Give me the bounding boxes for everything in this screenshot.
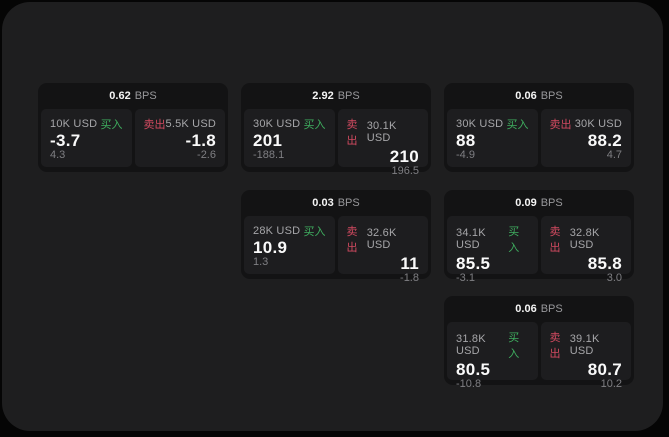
buy-tile[interactable]: 28K USD 买入 10.9 1.3 [244,216,335,274]
sell-delta: 10.2 [600,378,622,390]
buy-amount: 31.8K USD [456,333,486,357]
sell-price: -1.8 [185,131,216,150]
sell-price: 210 [389,147,419,166]
buy-price: 85.5 [456,254,491,273]
sell-label: 卖出 [346,119,358,147]
sell-amount: 32.8K USD [569,227,600,251]
buy-tile[interactable]: 10K USD 买入 -3.7 4.3 [41,109,132,167]
buy-label: 买入 [100,119,123,131]
sell-label: 卖出 [549,119,572,131]
sell-tile[interactable]: 卖出 32.6K USD 11 -1.8 [337,216,428,284]
quote-card: 0.06 BPS 30K USD 买入 88 -4.9 卖出 30K USD 8… [444,83,634,172]
bps-value: 0.62 [109,90,131,102]
bps-unit: BPS [337,90,360,102]
bps-unit: BPS [540,90,563,102]
buy-price: -3.7 [50,131,81,150]
sell-amount: 32.6K USD [366,227,397,251]
sell-price: 88.2 [587,131,622,150]
bps-value: 0.06 [515,90,537,102]
card-header: 2.92 BPS [244,83,428,109]
buy-amount: 10K USD [50,118,98,130]
sell-delta: 196.5 [391,165,419,177]
buy-tile[interactable]: 30K USD 买入 88 -4.9 [447,109,538,167]
sell-label: 卖出 [143,119,166,131]
sell-tile[interactable]: 卖出 39.1K USD 80.7 10.2 [540,322,631,390]
bps-value: 2.92 [312,90,334,102]
card-header: 0.06 BPS [447,296,631,322]
bps-value: 0.03 [312,197,334,209]
quote-card: 0.09 BPS 34.1K USD 买入 85.5 -3.1 卖出 32.8K… [444,190,634,284]
buy-delta: -188.1 [253,149,285,161]
sell-amount: 30K USD [574,118,622,130]
buy-price: 80.5 [456,360,491,379]
sell-price: 80.7 [587,360,622,379]
sell-label: 卖出 [549,226,561,254]
buy-label: 买入 [508,332,520,360]
buy-delta: 1.3 [253,256,269,268]
buy-tile[interactable]: 34.1K USD 买入 85.5 -3.1 [447,216,538,284]
buy-delta: 4.3 [50,149,66,161]
sell-tile[interactable]: 卖出 30.1K USD 210 196.5 [337,109,428,177]
quote-card: 0.62 BPS 10K USD 买入 -3.7 4.3 卖出 5.5K USD… [38,83,228,172]
buy-label: 买入 [303,226,326,238]
bps-unit: BPS [540,197,563,209]
sell-amount: 30.1K USD [366,120,397,144]
sell-price: 11 [400,254,419,273]
buy-amount: 30K USD [456,118,504,130]
sell-tile[interactable]: 卖出 30K USD 88.2 4.7 [540,109,631,167]
buy-label: 买入 [508,226,520,254]
sell-amount: 5.5K USD [165,118,217,130]
buy-amount: 30K USD [253,118,301,130]
card-header: 0.06 BPS [447,83,631,109]
buy-label: 买入 [506,119,529,131]
quote-card: 0.06 BPS 31.8K USD 买入 80.5 -10.8 卖出 39.1… [444,296,634,390]
buy-price: 88 [456,131,476,150]
bps-value: 0.06 [515,303,537,315]
buy-delta: -4.9 [456,149,475,161]
buy-amount: 28K USD [253,225,301,237]
sell-label: 卖出 [549,332,561,360]
sell-delta: 4.7 [606,149,622,161]
buy-tile[interactable]: 31.8K USD 买入 80.5 -10.8 [447,322,538,390]
sell-tile[interactable]: 卖出 5.5K USD -1.8 -2.6 [134,109,225,167]
bps-unit: BPS [134,90,157,102]
card-header: 0.03 BPS [244,190,428,216]
buy-price: 10.9 [253,238,288,257]
bps-unit: BPS [337,197,360,209]
buy-amount: 34.1K USD [456,227,486,251]
sell-tile[interactable]: 卖出 32.8K USD 85.8 3.0 [540,216,631,284]
buy-price: 201 [253,131,283,150]
card-header: 0.62 BPS [41,83,225,109]
sell-price: 85.8 [587,254,622,273]
quote-card: 2.92 BPS 30K USD 买入 201 -188.1 卖出 30.1K … [241,83,431,177]
sell-label: 卖出 [346,226,358,254]
bps-unit: BPS [540,303,563,315]
sell-delta: -2.6 [197,149,216,161]
card-header: 0.09 BPS [447,190,631,216]
quote-card: 0.03 BPS 28K USD 买入 10.9 1.3 卖出 32.6K US… [241,190,431,284]
sell-amount: 39.1K USD [569,333,600,357]
buy-label: 买入 [303,119,326,131]
bps-value: 0.09 [515,197,537,209]
sell-delta: -1.8 [400,272,419,284]
sell-delta: 3.0 [606,272,622,284]
buy-delta: -10.8 [456,378,482,390]
buy-tile[interactable]: 30K USD 买入 201 -188.1 [244,109,335,167]
buy-delta: -3.1 [456,272,475,284]
